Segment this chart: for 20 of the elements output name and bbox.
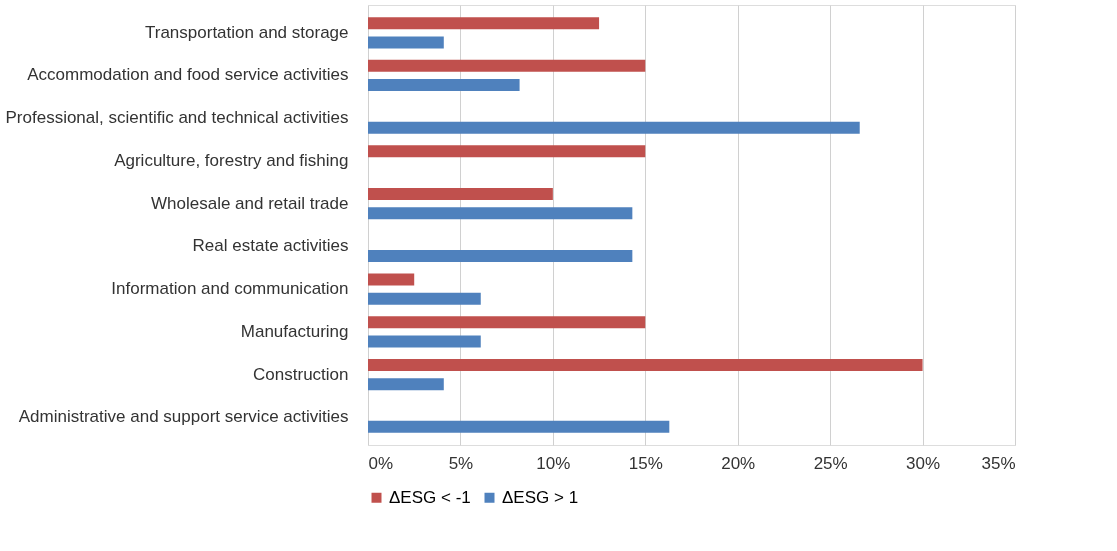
legend-label: ΔESG < -1 xyxy=(389,487,471,507)
y-tick-label: Professional, scientific and technical activities xyxy=(5,108,349,128)
y-tick-label: Wholesale and retail trade xyxy=(150,193,349,213)
y-tick-label: Agriculture, forestry and fishing xyxy=(114,150,349,170)
x-tick-label: 30% xyxy=(906,453,941,473)
x-tick-label: 25% xyxy=(813,453,848,473)
y-tick-label: Construction xyxy=(253,364,349,384)
legend-label: ΔESG > 1 xyxy=(502,487,579,507)
x-tick-label: 20% xyxy=(721,453,756,473)
x-tick-label: 5% xyxy=(448,453,474,473)
y-tick-label: Information and communication xyxy=(111,279,349,299)
x-tick-label: 0% xyxy=(368,453,394,473)
y-tick-label: Transportation and storage xyxy=(145,22,349,42)
y-tick-label: Accommodation and food service activities xyxy=(27,65,349,85)
x-tick-label: 15% xyxy=(628,453,663,473)
y-tick-label: Real estate activities xyxy=(192,236,349,256)
y-tick-label: Administrative and support service activities xyxy=(18,407,349,427)
x-tick-label: 35% xyxy=(981,453,1016,473)
y-tick-label: Manufacturing xyxy=(240,321,349,341)
x-tick-label: 10% xyxy=(536,453,571,473)
